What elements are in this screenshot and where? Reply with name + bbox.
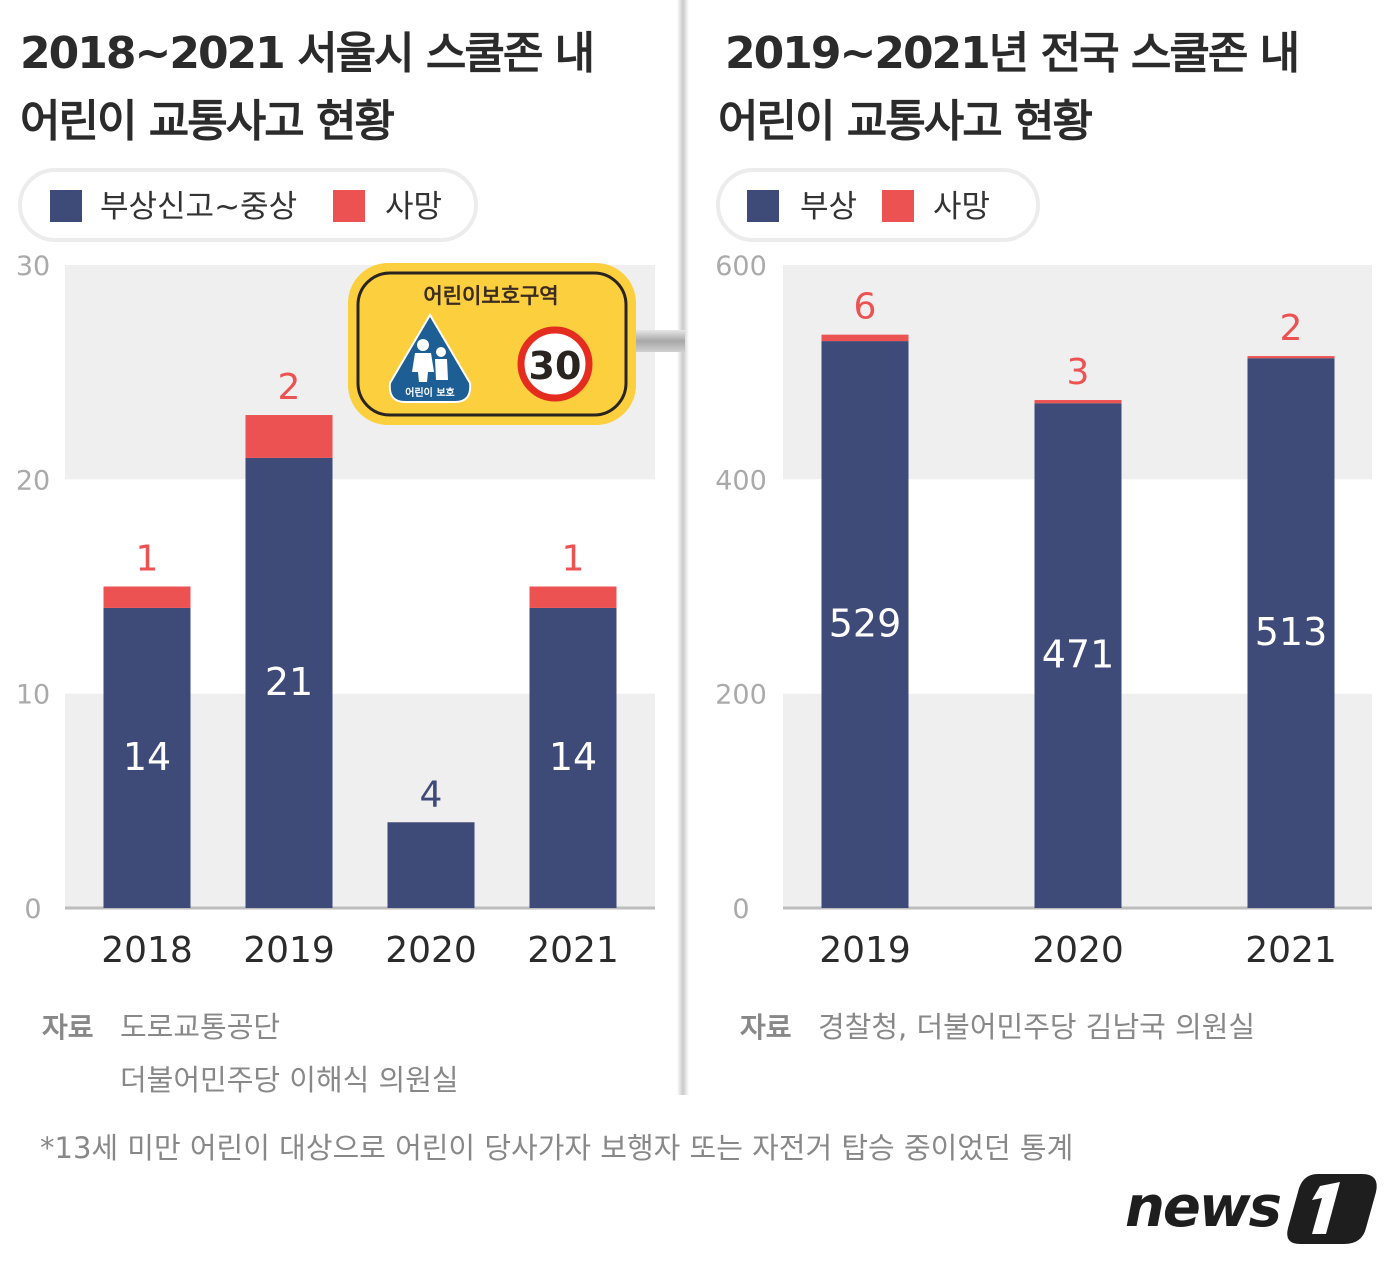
bar-injury-2020 (387, 822, 475, 908)
legend-pill (18, 168, 478, 242)
news1-logo: news (1125, 1174, 1377, 1244)
y-tick-label: 600 (715, 251, 767, 282)
data-label-death-2019: 6 (854, 287, 877, 328)
data-label-injury-2020: 4 (420, 774, 443, 815)
data-label-injury-2019: 529 (829, 602, 902, 646)
right-title-line2: 어린이 교통사고 현황 (718, 96, 1092, 147)
left-source-line1: 도로교통공단 (120, 1010, 280, 1044)
bar-death-2018 (103, 586, 191, 608)
sign-pole (630, 330, 685, 352)
y-tick-label: 30 (16, 251, 50, 282)
data-label-injury-2020: 471 (1042, 633, 1115, 677)
bar-injury-2019 (245, 457, 333, 908)
footnote: *13세 미만 어린이 대상으로 어린이 당사가자 보행자 또는 자전거 탑승 … (40, 1131, 1073, 1165)
children-crossing-icon: 어린이 보호 (388, 313, 472, 403)
sign-title: 어린이보호구역 (423, 284, 558, 308)
right-legend: 부상 사망 (716, 168, 1040, 242)
data-label-death-2021: 2 (1280, 308, 1303, 349)
bar-injury-2018 (103, 607, 191, 908)
data-label-death-2018: 1 (136, 539, 159, 580)
bar-death-2019 (821, 334, 909, 342)
legend-swatch-injury (747, 190, 779, 222)
logo-one (1312, 1182, 1340, 1234)
panel-divider (677, 0, 689, 1095)
right-source-key: 자료 (740, 1011, 792, 1044)
right-title-line1: 2019~2021년 전국 스쿨존 내 (725, 28, 1298, 79)
data-label-death-2020: 3 (1067, 352, 1090, 393)
legend-swatch-death (333, 190, 365, 222)
y-tick-label: 0 (24, 894, 41, 925)
x-tick-label: 2019 (243, 930, 335, 971)
right-source-line1: 경찰청, 더불어민주당 김남국 의원실 (818, 1010, 1255, 1044)
left-legend: 부상신고~중상 사망 (18, 168, 478, 242)
data-label-injury-2021: 513 (1255, 610, 1328, 654)
y-tick-label: 0 (732, 894, 749, 925)
y-tick-label: 200 (715, 680, 767, 711)
legend-label-injury: 부상 (800, 189, 857, 225)
legend-label-injury: 부상신고~중상 (100, 189, 297, 225)
data-label-death-2021: 1 (562, 539, 585, 580)
data-label-death-2019: 2 (278, 367, 301, 408)
school-zone-sign: 어린이보호구역 어린이 보호 30 (348, 263, 685, 425)
bar-injury-2019 (821, 341, 909, 908)
legend-swatch-injury (50, 190, 82, 222)
bar-death-2021 (529, 586, 617, 608)
legend-label-death: 사망 (933, 189, 990, 225)
x-tick-label: 2020 (385, 930, 477, 971)
x-tick-label: 2021 (527, 930, 619, 971)
bar-death-2020 (1034, 400, 1122, 404)
bar-death-2021 (1247, 356, 1335, 359)
bar-injury-2021 (529, 607, 617, 908)
bar-death-2019 (245, 415, 333, 458)
y-tick-label: 400 (715, 465, 767, 496)
legend-label-death: 사망 (385, 189, 442, 225)
legend-swatch-death (882, 190, 914, 222)
right-chart: 0 200 400 600 6 529 2019 3 471 2020 2 513 2021 (715, 251, 1372, 971)
y-tick-label: 10 (16, 680, 50, 711)
left-title-line2: 어린이 교통사고 현황 (20, 96, 394, 147)
left-source-line2: 더불어민주당 이해식 의원실 (120, 1063, 459, 1097)
speed-limit-sign (517, 326, 593, 402)
data-label-injury-2021: 14 (549, 735, 597, 779)
data-label-injury-2018: 14 (123, 735, 171, 779)
data-label-injury-2019: 21 (265, 660, 313, 704)
legend-pill (716, 168, 1040, 242)
logo-text: news (1125, 1175, 1281, 1240)
right-panel: 2019~2021년 전국 스쿨존 내 어린이 교통사고 현황 부상 사망 0 2… (715, 28, 1372, 1044)
x-tick-label: 2021 (1245, 930, 1337, 971)
sign-triangle-label: 어린이 보호 (405, 386, 454, 399)
left-source-key: 자료 (42, 1011, 94, 1044)
left-panel: 2018~2021 서울시 스쿨존 내 어린이 교통사고 현황 부상신고~중상 … (16, 28, 685, 1097)
sign-border (356, 271, 628, 417)
x-tick-label: 2020 (1032, 930, 1124, 971)
x-tick-label: 2019 (819, 930, 911, 971)
x-tick-label: 2018 (101, 930, 193, 971)
left-title-line1: 2018~2021 서울시 스쿨존 내 (20, 28, 593, 79)
bar-injury-2020 (1034, 403, 1122, 908)
speed-limit-value: 30 (529, 344, 582, 388)
y-tick-label: 20 (16, 465, 50, 496)
bar-injury-2021 (1247, 358, 1335, 908)
